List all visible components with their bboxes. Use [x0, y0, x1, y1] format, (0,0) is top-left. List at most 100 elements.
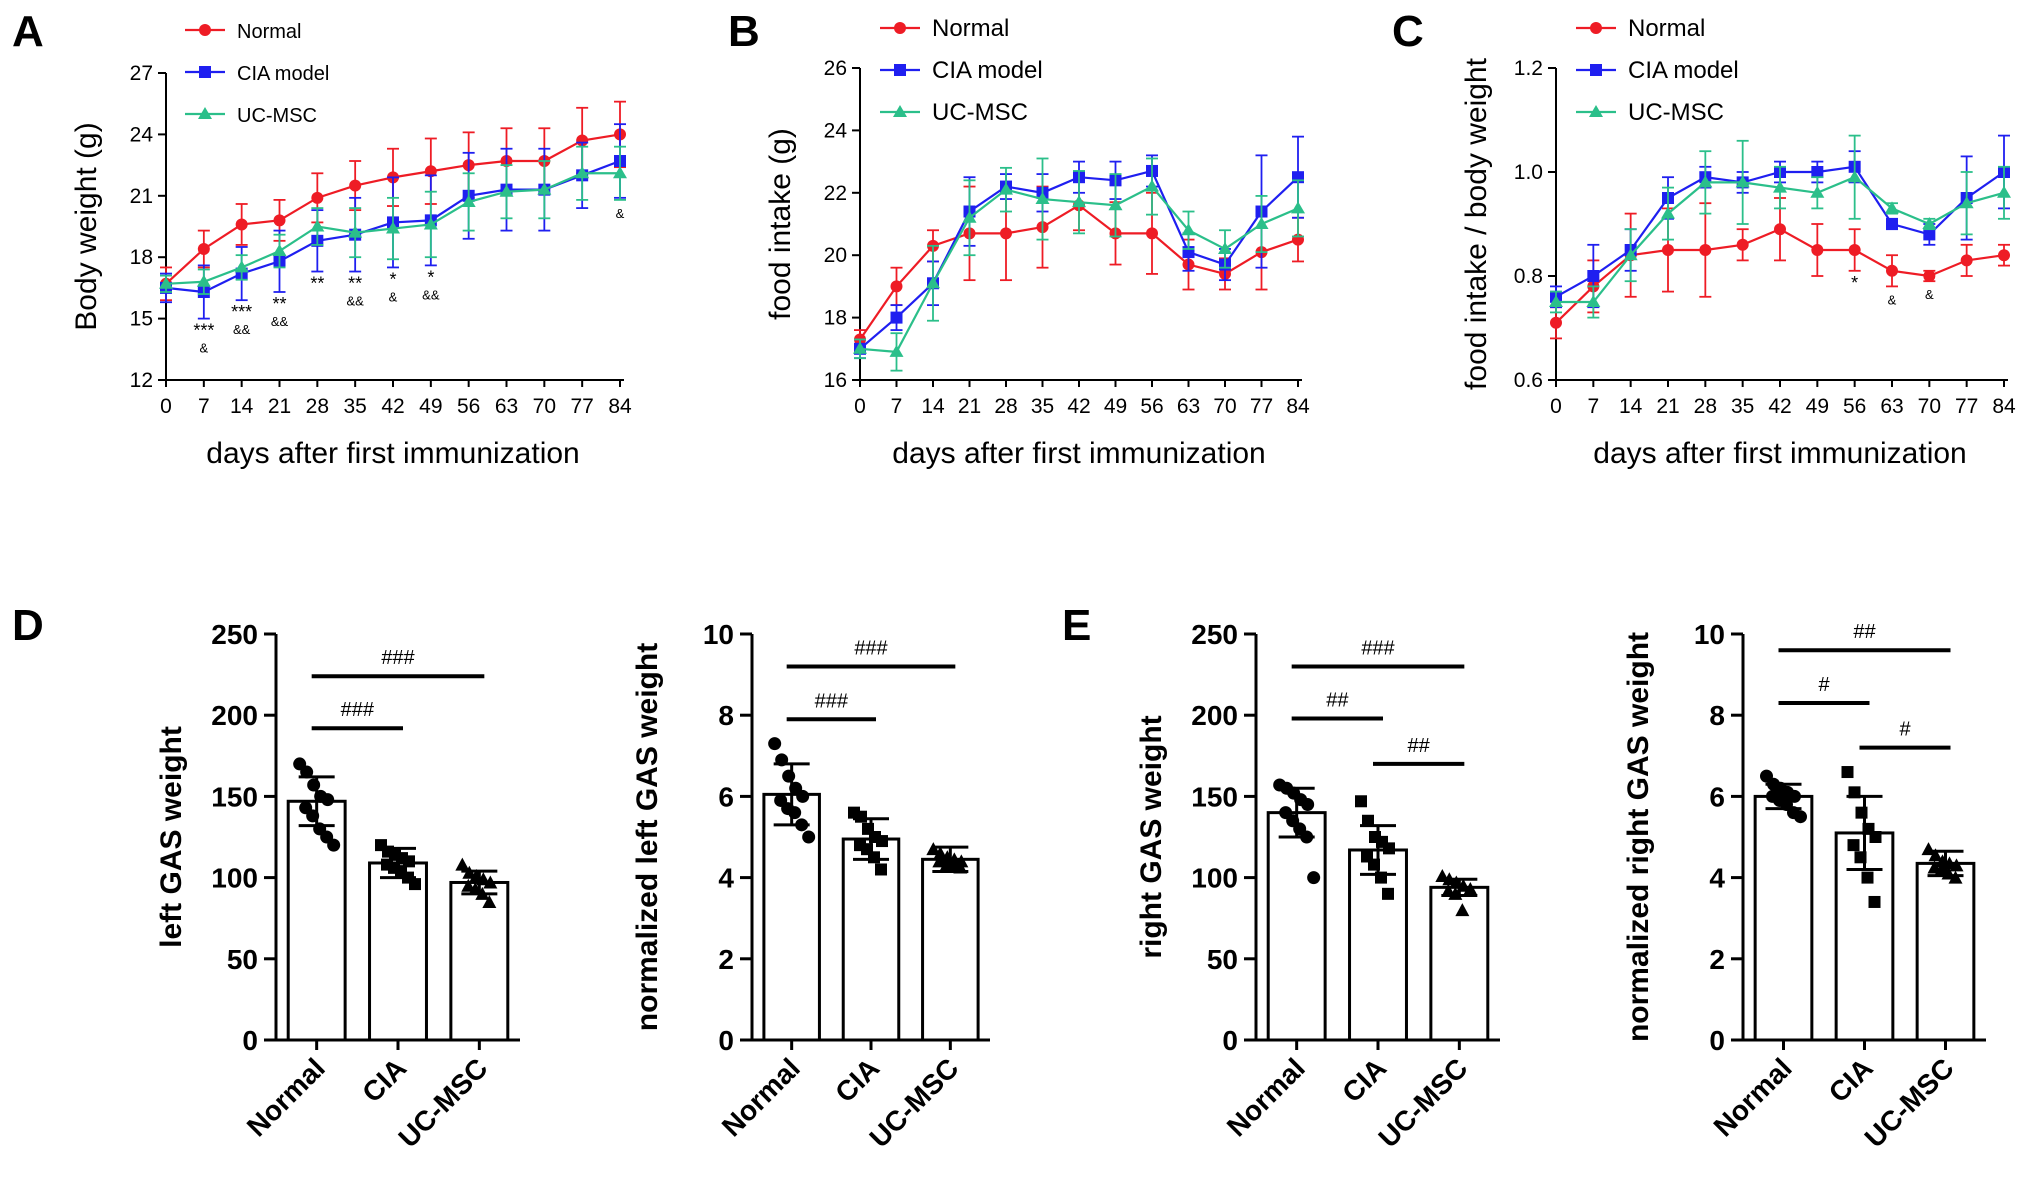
series-uc-msc	[853, 157, 1305, 372]
panel-letter-e: E	[1062, 601, 1091, 650]
x-tick-label: 70	[1213, 395, 1236, 418]
legend-marker	[894, 22, 906, 34]
data-point	[307, 778, 321, 792]
data-point	[349, 179, 362, 192]
data-point	[1949, 858, 1964, 872]
significance-label: ###	[341, 699, 375, 721]
data-point	[782, 769, 796, 783]
chart-c: 0.6 0.8 1.0 1.2 0 7 14 21 28 35 42 49 56 63 70 77 84 days…	[1460, 15, 2016, 470]
data-point	[300, 765, 314, 779]
legend-marker	[1589, 105, 1603, 117]
data-point	[1773, 180, 1787, 193]
data-point	[1869, 831, 1882, 843]
legend-marker	[199, 24, 211, 36]
y-tick-label: 2	[718, 944, 734, 975]
data-point	[1997, 185, 2011, 198]
y-tick-label: 0.8	[1514, 265, 1543, 288]
data-point	[1307, 871, 1321, 885]
data-point	[1382, 887, 1394, 900]
x-tick-label: 7	[198, 395, 210, 418]
data-point	[1788, 789, 1801, 803]
x-tick-label: 70	[533, 395, 556, 418]
data-point	[1868, 895, 1881, 908]
y-tick-label: 15	[130, 308, 153, 331]
y-tick-label: 250	[211, 619, 258, 650]
x-tick-label: 63	[1177, 395, 1200, 418]
legend-marker	[199, 66, 211, 78]
data-point	[310, 219, 325, 232]
significance-star: ***	[193, 321, 214, 341]
legend-marker	[1590, 64, 1602, 76]
data-point	[768, 737, 782, 751]
y-tick-label: 24	[824, 119, 848, 142]
y-axis-label: food intake / body weight	[1460, 57, 1493, 390]
data-point	[796, 789, 810, 803]
significance-amp: &&	[346, 294, 364, 309]
data-point	[954, 854, 969, 868]
legend-label: CIA model	[1628, 57, 1739, 84]
significance-amp: &	[389, 289, 398, 304]
significance-label: #	[1818, 674, 1830, 696]
significance-label: ###	[381, 647, 415, 669]
data-point	[482, 894, 497, 908]
y-tick-label: 10	[703, 619, 734, 650]
y-tick-label: 8	[1709, 700, 1725, 731]
series-cia-model	[854, 135, 1304, 360]
data-point	[1948, 870, 1963, 884]
x-tick-label: 0	[854, 395, 866, 418]
y-axis-label: right GAS weight	[1135, 715, 1168, 958]
x-tick-label: 49	[419, 395, 442, 418]
legend-marker	[1590, 22, 1602, 34]
x-tick-label: 84	[1992, 395, 2016, 418]
x-tick-label: 7	[1587, 395, 1599, 418]
chart-b: 16 18 20 22 24 26 0 7 14 21 28 35 42 49 56 63 70 77 84 days…	[764, 15, 1310, 470]
significance-star: *	[389, 269, 396, 289]
legend-label: Normal	[1628, 15, 1705, 42]
x-tick-label: 84	[608, 395, 632, 418]
bar	[841, 837, 901, 1042]
legend-label: Normal	[237, 21, 301, 43]
y-tick-label: 27	[130, 62, 153, 85]
data-point	[1811, 244, 1824, 256]
bar	[1266, 811, 1327, 1042]
x-tick-label: 21	[958, 395, 981, 418]
data-point	[1586, 295, 1601, 307]
data-point	[273, 214, 286, 227]
data-point	[455, 857, 470, 871]
series-uc-msc	[159, 145, 627, 295]
category-label: Normal	[1708, 1052, 1798, 1142]
data-point	[1922, 217, 1937, 229]
category-label: CIA	[1823, 1052, 1879, 1108]
y-tick-label: 0	[718, 1025, 734, 1056]
y-tick-label: 21	[130, 185, 153, 208]
legend-label: UC-MSC	[1628, 99, 1724, 126]
data-point	[1841, 766, 1854, 779]
y-tick-label: 12	[130, 369, 153, 392]
x-tick-label: 35	[1731, 395, 1754, 418]
significance-star: *	[427, 267, 434, 287]
x-tick-label: 42	[1067, 395, 1090, 418]
significance-amp: &&	[422, 287, 440, 302]
data-point	[853, 341, 867, 354]
y-tick-label: 10	[1694, 619, 1725, 650]
y-axis-label: food intake (g)	[764, 128, 797, 320]
category-label: UC-MSC	[1372, 1052, 1473, 1153]
chart-a: 12 15 18 21 24 27 0 7 14 21 28 35 42 49 56 63 70 77 84 days…	[70, 21, 632, 470]
x-tick-label: 0	[1550, 395, 1562, 418]
significance-amp: &&	[271, 314, 289, 329]
legend-marker	[894, 64, 906, 76]
data-point	[926, 842, 941, 856]
data-point	[1810, 185, 1825, 198]
bar	[368, 861, 428, 1042]
significance-amp: &&	[233, 322, 251, 337]
panel-letter-a: A	[12, 7, 44, 56]
x-tick-label: 35	[343, 395, 366, 418]
data-point	[1847, 170, 1862, 183]
y-tick-label: 100	[1191, 863, 1238, 894]
chart-d2: 0 2 4 6 8 10 normalized left GAS weight Normal C…	[631, 619, 990, 1153]
chart-e1: 0 50 100 150 200 250 right GAS weight Normal CIA…	[1135, 619, 1500, 1153]
data-point	[1928, 848, 1943, 862]
bar	[1915, 861, 1976, 1042]
category-label: Normal	[1221, 1052, 1311, 1142]
